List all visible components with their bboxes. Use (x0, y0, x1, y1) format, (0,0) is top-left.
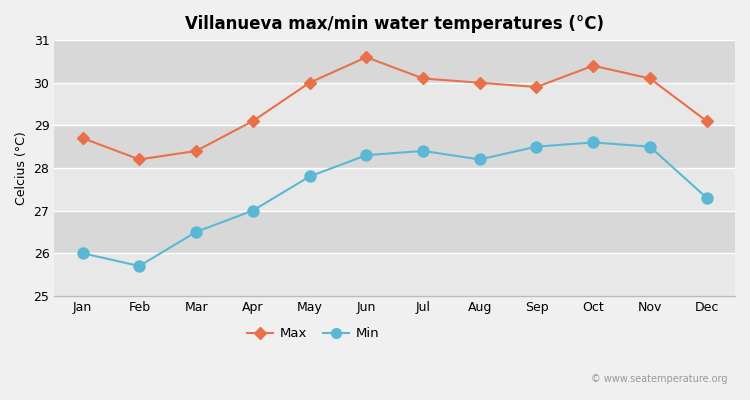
Bar (54, 168, 735, 210)
Max (305, 80, 314, 85)
Point (247, 207, 259, 214)
Min (362, 153, 370, 158)
Min (248, 208, 257, 213)
Min (135, 264, 144, 268)
Point (134, 263, 146, 269)
Bar (54, 83, 735, 125)
Min (476, 157, 484, 162)
Bar (54, 125, 735, 168)
Min (646, 144, 655, 149)
Max (135, 157, 144, 162)
Title: Villanueva max/min water temperatures (°C): Villanueva max/min water temperatures (°… (185, 15, 604, 33)
Y-axis label: Celcius (°C): Celcius (°C) (15, 131, 28, 205)
Min (532, 144, 541, 149)
Max (589, 63, 598, 68)
Max (476, 80, 484, 85)
Point (700, 195, 712, 201)
Min (78, 251, 87, 256)
Point (644, 144, 656, 150)
Point (76, 250, 88, 256)
Max (248, 119, 257, 124)
Bar (54, 40, 735, 83)
Min (419, 148, 428, 153)
Point (417, 148, 429, 154)
Bar (54, 253, 735, 296)
Line: Min: Min (82, 142, 706, 266)
Point (474, 156, 486, 163)
Point (587, 139, 599, 146)
Line: Max: Max (79, 53, 711, 164)
Min (305, 174, 314, 179)
Point (190, 229, 202, 235)
Min (702, 196, 711, 200)
Max (646, 76, 655, 81)
Max (191, 148, 200, 153)
Max (532, 84, 541, 89)
Max (362, 55, 370, 60)
Bar (54, 210, 735, 253)
Max (702, 119, 711, 124)
Point (304, 173, 316, 180)
Legend: Max, Min: Max, Min (242, 322, 385, 346)
Min (589, 140, 598, 145)
Max (78, 136, 87, 140)
Text: © www.seatemperature.org: © www.seatemperature.org (591, 374, 728, 384)
Max (419, 76, 428, 81)
Point (530, 144, 542, 150)
Point (360, 152, 372, 158)
Min (191, 230, 200, 234)
